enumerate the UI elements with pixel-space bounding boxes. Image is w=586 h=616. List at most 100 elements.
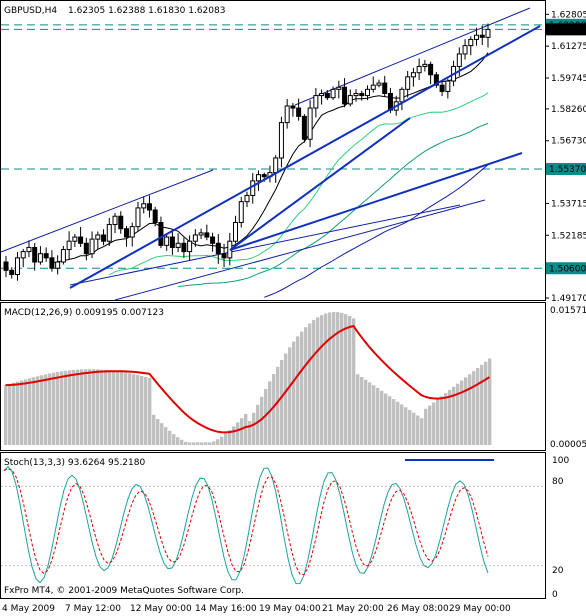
candle-body [233,221,239,242]
macd-bar [396,401,400,445]
candle-body [60,249,66,263]
candle-body [83,242,89,255]
macd-bar [20,380,24,445]
stoch-panel[interactable] [0,452,546,599]
macd-bar [128,373,132,445]
macd-bar [408,409,412,445]
macd-bar [132,374,136,445]
candle-body [95,234,101,240]
macd-bar [184,441,188,445]
candle-body [164,236,170,246]
time-label: 14 May 16:00 [195,604,257,614]
candle-body [14,257,20,275]
candle-body [456,53,462,67]
candle-body [221,253,227,259]
moving-average-line [109,92,489,276]
macd-bar [300,331,304,445]
macd-bar [416,415,420,445]
candle-body [474,34,480,40]
macd-bar [152,414,156,445]
macd-label: MACD(12,26,9) 0.009195 0.007123 [4,308,164,318]
price-tick-label: 1.52185 [551,231,586,241]
macd-bar [136,375,140,445]
candle-body [3,261,9,271]
macd-bar [436,399,440,445]
macd-bar [172,434,176,445]
candle-body [158,221,164,246]
macd-bar [212,441,216,445]
macd-bar [76,369,80,445]
macd-bar [304,327,308,445]
macd-bar [488,358,492,445]
candle-body [244,194,250,203]
stoch-tick-100: 100 [552,456,569,466]
candle-body [319,92,325,97]
macd-bar [252,412,256,445]
candle-body [187,240,193,253]
macd-bar [204,442,208,445]
macd-bar [228,430,232,445]
price-tick-label: 1.62805 [551,10,586,20]
macd-bar [96,369,100,445]
macd-bar [24,379,28,445]
macd-bar [472,371,476,445]
macd-bar [432,402,436,445]
macd-bar [40,375,44,445]
price-axis[interactable]: 1.62805 1.61275 1.59745 1.58260 1.56730 1.553… [545,10,586,304]
macd-bar [336,312,340,445]
macd-bar [52,372,56,445]
macd-bar [8,383,12,445]
candle-body [238,201,244,223]
macd-bar [32,377,36,445]
time-label: 12 May 00:00 [130,604,192,614]
macd-bar [48,373,52,445]
macd-bar [84,369,88,445]
macd-bar [168,430,172,445]
trend-lines[interactable] [69,25,541,289]
candle-body [112,215,118,226]
stoch-label: Stoch(13,3,3) 93.6264 95.2180 [4,458,145,468]
macd-bar [60,371,64,445]
candle-body [324,92,330,99]
macd-bar [352,318,356,445]
macd-bar [248,420,252,445]
stoch-signal-line [3,468,489,576]
candle-body [445,80,451,92]
macd-bar [232,426,236,445]
macd-bar [312,320,316,445]
candle-body [118,215,124,230]
macd-bar [120,371,124,445]
time-label: 29 May 00:00 [449,604,511,614]
candle-body [313,95,319,109]
macd-bar [88,369,92,445]
stoch-tick-0: 0 [552,590,558,600]
time-axis[interactable]: 4 May 2009 7 May 12:00 12 May 00:00 14 M… [2,604,511,614]
candle-body [336,86,342,90]
macd-bar [376,388,380,445]
candle-body [32,246,38,263]
time-label: 7 May 12:00 [65,604,121,614]
candle-body [101,234,107,242]
candle-body [399,88,405,103]
macd-bar [264,389,268,445]
candle-body [9,269,15,275]
macd-bar [388,396,392,445]
macd-bar [324,313,328,445]
macd-bar [356,374,360,445]
macd-bar [316,317,320,445]
macd-bar [176,437,180,445]
candle-body [37,253,43,263]
price-tick-label: 1.59745 [551,74,586,84]
candle-body [273,157,279,174]
macd-bar [28,378,32,445]
macd-bar [92,369,96,445]
macd-bar [368,382,372,445]
candle-body [141,203,147,209]
stoch-main-line [3,465,489,585]
macd-bar [452,386,456,445]
price-tag [546,163,586,176]
candle-body [215,242,221,255]
candle-body [255,174,261,182]
candle-body [376,82,382,86]
